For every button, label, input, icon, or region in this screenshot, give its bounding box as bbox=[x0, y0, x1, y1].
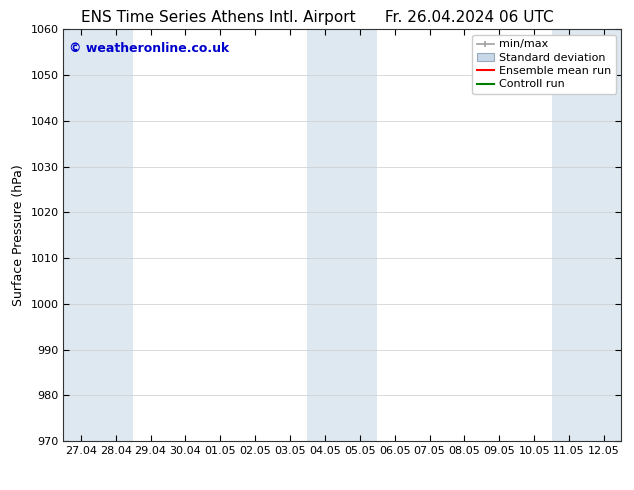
Text: ENS Time Series Athens Intl. Airport      Fr. 26.04.2024 06 UTC: ENS Time Series Athens Intl. Airport Fr.… bbox=[81, 10, 553, 25]
Legend: min/max, Standard deviation, Ensemble mean run, Controll run: min/max, Standard deviation, Ensemble me… bbox=[472, 35, 616, 94]
Y-axis label: Surface Pressure (hPa): Surface Pressure (hPa) bbox=[12, 164, 25, 306]
Bar bbox=[307, 29, 377, 441]
Text: © weatheronline.co.uk: © weatheronline.co.uk bbox=[69, 42, 230, 55]
Bar bbox=[63, 29, 133, 441]
Bar bbox=[552, 29, 621, 441]
